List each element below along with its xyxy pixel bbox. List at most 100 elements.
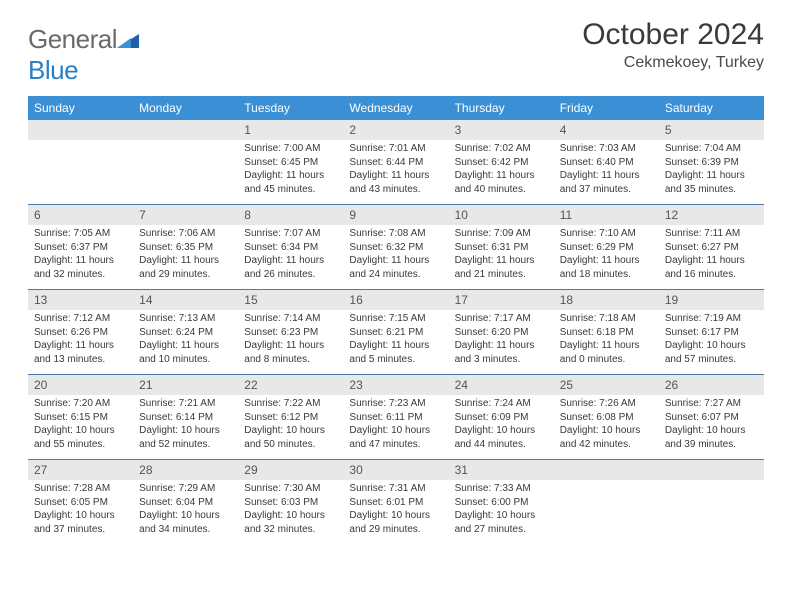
sunrise-text: Sunrise: 7:07 AM xyxy=(244,227,337,241)
day-body: Sunrise: 7:07 AMSunset: 6:34 PMDaylight:… xyxy=(238,225,343,287)
day-number: 9 xyxy=(343,205,448,225)
day-body: Sunrise: 7:13 AMSunset: 6:24 PMDaylight:… xyxy=(133,310,238,372)
brand-text: GeneralBlue xyxy=(28,24,139,86)
day-cell: 31Sunrise: 7:33 AMSunset: 6:00 PMDayligh… xyxy=(449,460,554,544)
day-cell: 16Sunrise: 7:15 AMSunset: 6:21 PMDayligh… xyxy=(343,290,448,374)
day-cell: 30Sunrise: 7:31 AMSunset: 6:01 PMDayligh… xyxy=(343,460,448,544)
daylight-text: Daylight: 10 hours and 34 minutes. xyxy=(139,509,232,536)
day-number: 23 xyxy=(343,375,448,395)
sunrise-text: Sunrise: 7:22 AM xyxy=(244,397,337,411)
day-body: Sunrise: 7:21 AMSunset: 6:14 PMDaylight:… xyxy=(133,395,238,457)
sunrise-text: Sunrise: 7:26 AM xyxy=(560,397,653,411)
sunset-text: Sunset: 6:04 PM xyxy=(139,496,232,510)
day-number: 12 xyxy=(659,205,764,225)
day-body: Sunrise: 7:31 AMSunset: 6:01 PMDaylight:… xyxy=(343,480,448,542)
week-row: 27Sunrise: 7:28 AMSunset: 6:05 PMDayligh… xyxy=(28,460,764,544)
day-body: Sunrise: 7:33 AMSunset: 6:00 PMDaylight:… xyxy=(449,480,554,542)
day-body: Sunrise: 7:27 AMSunset: 6:07 PMDaylight:… xyxy=(659,395,764,457)
sunset-text: Sunset: 6:17 PM xyxy=(665,326,758,340)
sunrise-text: Sunrise: 7:15 AM xyxy=(349,312,442,326)
daylight-text: Daylight: 10 hours and 27 minutes. xyxy=(455,509,548,536)
sunrise-text: Sunrise: 7:10 AM xyxy=(560,227,653,241)
day-body: Sunrise: 7:04 AMSunset: 6:39 PMDaylight:… xyxy=(659,140,764,202)
sunrise-text: Sunrise: 7:28 AM xyxy=(34,482,127,496)
dow-cell: Sunday xyxy=(28,96,133,120)
day-number: 28 xyxy=(133,460,238,480)
day-cell: 28Sunrise: 7:29 AMSunset: 6:04 PMDayligh… xyxy=(133,460,238,544)
week-row: 20Sunrise: 7:20 AMSunset: 6:15 PMDayligh… xyxy=(28,375,764,460)
daylight-text: Daylight: 10 hours and 44 minutes. xyxy=(455,424,548,451)
sunset-text: Sunset: 6:14 PM xyxy=(139,411,232,425)
sunset-text: Sunset: 6:01 PM xyxy=(349,496,442,510)
day-number: 22 xyxy=(238,375,343,395)
daylight-text: Daylight: 10 hours and 39 minutes. xyxy=(665,424,758,451)
sunset-text: Sunset: 6:05 PM xyxy=(34,496,127,510)
sunrise-text: Sunrise: 7:13 AM xyxy=(139,312,232,326)
day-cell: 27Sunrise: 7:28 AMSunset: 6:05 PMDayligh… xyxy=(28,460,133,544)
daylight-text: Daylight: 11 hours and 16 minutes. xyxy=(665,254,758,281)
sunset-text: Sunset: 6:42 PM xyxy=(455,156,548,170)
empty-day-header xyxy=(554,460,659,480)
sunrise-text: Sunrise: 7:21 AM xyxy=(139,397,232,411)
calendar-page: GeneralBlue October 2024 Cekmekoey, Turk… xyxy=(0,0,792,544)
month-title: October 2024 xyxy=(582,18,764,52)
sunset-text: Sunset: 6:23 PM xyxy=(244,326,337,340)
dow-cell: Thursday xyxy=(449,96,554,120)
day-body: Sunrise: 7:06 AMSunset: 6:35 PMDaylight:… xyxy=(133,225,238,287)
day-number: 19 xyxy=(659,290,764,310)
empty-day-header xyxy=(659,460,764,480)
day-cell: 18Sunrise: 7:18 AMSunset: 6:18 PMDayligh… xyxy=(554,290,659,374)
daylight-text: Daylight: 11 hours and 18 minutes. xyxy=(560,254,653,281)
sunset-text: Sunset: 6:44 PM xyxy=(349,156,442,170)
day-cell: 9Sunrise: 7:08 AMSunset: 6:32 PMDaylight… xyxy=(343,205,448,289)
day-number: 29 xyxy=(238,460,343,480)
day-cell: 1Sunrise: 7:00 AMSunset: 6:45 PMDaylight… xyxy=(238,120,343,204)
sunrise-text: Sunrise: 7:00 AM xyxy=(244,142,337,156)
sunset-text: Sunset: 6:40 PM xyxy=(560,156,653,170)
day-number: 24 xyxy=(449,375,554,395)
day-body: Sunrise: 7:12 AMSunset: 6:26 PMDaylight:… xyxy=(28,310,133,372)
sunset-text: Sunset: 6:26 PM xyxy=(34,326,127,340)
sunset-text: Sunset: 6:35 PM xyxy=(139,241,232,255)
day-number: 4 xyxy=(554,120,659,140)
title-block: October 2024 Cekmekoey, Turkey xyxy=(582,18,764,72)
daylight-text: Daylight: 10 hours and 52 minutes. xyxy=(139,424,232,451)
week-row: 1Sunrise: 7:00 AMSunset: 6:45 PMDaylight… xyxy=(28,120,764,205)
day-body: Sunrise: 7:09 AMSunset: 6:31 PMDaylight:… xyxy=(449,225,554,287)
sunset-text: Sunset: 6:34 PM xyxy=(244,241,337,255)
sunset-text: Sunset: 6:27 PM xyxy=(665,241,758,255)
daylight-text: Daylight: 10 hours and 57 minutes. xyxy=(665,339,758,366)
day-cell: 10Sunrise: 7:09 AMSunset: 6:31 PMDayligh… xyxy=(449,205,554,289)
sunrise-text: Sunrise: 7:27 AM xyxy=(665,397,758,411)
day-number: 15 xyxy=(238,290,343,310)
calendar-grid: SundayMondayTuesdayWednesdayThursdayFrid… xyxy=(28,96,764,544)
sunset-text: Sunset: 6:32 PM xyxy=(349,241,442,255)
day-number: 7 xyxy=(133,205,238,225)
day-cell: 13Sunrise: 7:12 AMSunset: 6:26 PMDayligh… xyxy=(28,290,133,374)
day-number: 2 xyxy=(343,120,448,140)
sunrise-text: Sunrise: 7:04 AM xyxy=(665,142,758,156)
dow-cell: Monday xyxy=(133,96,238,120)
day-number: 18 xyxy=(554,290,659,310)
day-cell: 24Sunrise: 7:24 AMSunset: 6:09 PMDayligh… xyxy=(449,375,554,459)
location: Cekmekoey, Turkey xyxy=(582,54,764,72)
daylight-text: Daylight: 11 hours and 40 minutes. xyxy=(455,169,548,196)
day-cell xyxy=(28,120,133,204)
daylight-text: Daylight: 11 hours and 21 minutes. xyxy=(455,254,548,281)
sunrise-text: Sunrise: 7:30 AM xyxy=(244,482,337,496)
sunrise-text: Sunrise: 7:03 AM xyxy=(560,142,653,156)
day-body: Sunrise: 7:15 AMSunset: 6:21 PMDaylight:… xyxy=(343,310,448,372)
day-number: 26 xyxy=(659,375,764,395)
sunset-text: Sunset: 6:45 PM xyxy=(244,156,337,170)
dow-cell: Friday xyxy=(554,96,659,120)
daylight-text: Daylight: 11 hours and 13 minutes. xyxy=(34,339,127,366)
sunrise-text: Sunrise: 7:06 AM xyxy=(139,227,232,241)
day-cell: 29Sunrise: 7:30 AMSunset: 6:03 PMDayligh… xyxy=(238,460,343,544)
sunset-text: Sunset: 6:15 PM xyxy=(34,411,127,425)
day-cell: 8Sunrise: 7:07 AMSunset: 6:34 PMDaylight… xyxy=(238,205,343,289)
daylight-text: Daylight: 10 hours and 32 minutes. xyxy=(244,509,337,536)
sunset-text: Sunset: 6:29 PM xyxy=(560,241,653,255)
day-number: 14 xyxy=(133,290,238,310)
day-cell: 4Sunrise: 7:03 AMSunset: 6:40 PMDaylight… xyxy=(554,120,659,204)
sunrise-text: Sunrise: 7:11 AM xyxy=(665,227,758,241)
